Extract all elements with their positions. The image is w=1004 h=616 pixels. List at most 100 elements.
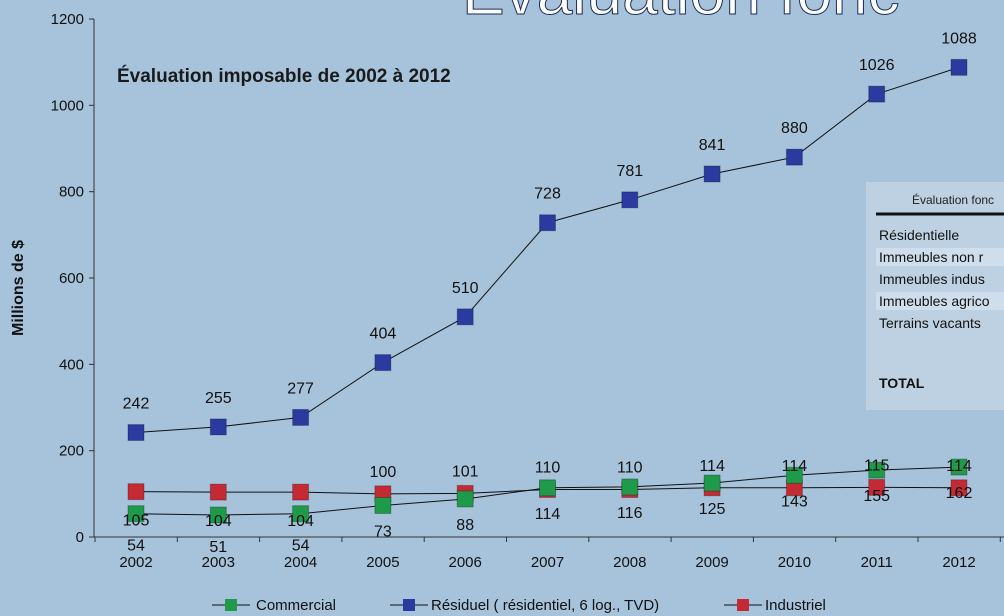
y-ticks: 0 200 400 600 800 1000 1200 <box>51 11 94 546</box>
series-line <box>135 66 960 434</box>
inset-table-row: Immeubles non r <box>879 249 984 265</box>
data-point <box>127 483 145 501</box>
data-label: 143 <box>781 493 808 510</box>
y-tick-label: 1000 <box>51 97 84 114</box>
data-point <box>950 458 968 476</box>
y-tick-label: 0 <box>76 529 84 546</box>
inset-table-row: Immeubles agrico <box>879 293 990 309</box>
x-tick-label: 2010 <box>778 554 811 571</box>
data-point <box>292 408 310 426</box>
x-tick-label: 2002 <box>119 554 152 571</box>
data-label: 104 <box>287 513 314 530</box>
data-point <box>209 483 227 501</box>
legend-marker <box>737 599 749 611</box>
legend-marker <box>403 599 415 611</box>
data-label: 54 <box>292 538 310 555</box>
y-tick-label: 800 <box>59 184 84 201</box>
legend-marker <box>225 599 237 611</box>
x-tick-label: 2011 <box>861 554 893 571</box>
data-label: 105 <box>123 513 150 530</box>
data-point <box>292 483 310 501</box>
data-label: 255 <box>205 390 232 407</box>
data-label: 404 <box>370 326 397 343</box>
inset-table-row: Terrains vacants <box>879 315 981 331</box>
legend-label: Industriel <box>765 597 826 614</box>
x-tick-label: 2009 <box>695 554 728 571</box>
data-point <box>539 214 556 232</box>
data-point <box>127 505 145 523</box>
data-label: 114 <box>946 458 972 475</box>
legend-item-commercial: Commercial <box>212 597 336 614</box>
data-label: 110 <box>617 460 643 477</box>
inset-table-row-band <box>876 292 1004 310</box>
data-point <box>209 506 227 524</box>
data-label: 88 <box>456 517 474 534</box>
data-label: 100 <box>370 464 397 481</box>
y-axis-label: Millions de $ <box>10 240 27 336</box>
y-tick-label: 400 <box>59 356 84 373</box>
data-point <box>950 479 968 497</box>
x-tick-label: 2006 <box>449 554 482 571</box>
data-label: 54 <box>127 538 145 555</box>
data-label: 115 <box>864 457 890 474</box>
data-point <box>950 58 968 76</box>
data-label: 110 <box>535 460 561 477</box>
data-point <box>209 418 227 436</box>
data-point <box>456 490 474 508</box>
inset-table-row: Résidentielle <box>879 227 959 243</box>
inset-table-total: TOTAL <box>879 375 925 391</box>
data-label: 162 <box>946 485 973 502</box>
legend-label: Résiduel ( résidentiel, 6 log., TVD) <box>431 597 659 614</box>
data-label: 841 <box>699 137 726 154</box>
legend-label: Commercial <box>256 597 336 614</box>
data-label: 116 <box>617 505 643 522</box>
y-tick-label: 1200 <box>51 11 84 28</box>
data-label: 101 <box>452 463 479 480</box>
data-point <box>703 474 721 492</box>
data-point <box>292 505 310 523</box>
data-label: 781 <box>616 163 643 180</box>
inset-table: Évaluation fonc Résidentielle Immeubles … <box>866 182 1004 410</box>
data-point <box>703 165 721 183</box>
data-labels-layer: 242 255 277 404 510 728 781 841 880 1026 1088 105 10… <box>123 30 977 556</box>
data-label: 125 <box>699 501 726 518</box>
data-label: 242 <box>123 396 150 413</box>
data-label: 155 <box>863 488 890 505</box>
data-point <box>621 191 639 209</box>
series-layer <box>127 58 968 524</box>
legend-item-industriel: Industriel <box>724 597 826 614</box>
data-point <box>456 308 474 326</box>
x-ticks: 2002 2003 2004 2005 2006 2007 2008 2009 2010 2011… <box>94 537 1001 571</box>
data-label: 510 <box>452 280 479 297</box>
data-label: 1088 <box>941 30 977 47</box>
data-label: 1026 <box>859 57 895 74</box>
data-label: 51 <box>209 539 227 556</box>
data-point <box>621 478 639 496</box>
x-tick-label: 2004 <box>284 554 317 571</box>
legend: Commercial Résiduel ( résidentiel, 6 log… <box>212 597 826 614</box>
x-tick-label: 2007 <box>531 554 564 571</box>
data-label: 880 <box>781 120 808 137</box>
x-tick-label: 2003 <box>202 554 235 571</box>
data-point <box>127 424 145 442</box>
data-point <box>374 496 392 514</box>
y-tick-label: 200 <box>59 443 84 460</box>
data-point <box>868 85 886 103</box>
inset-table-row: Immeubles indus <box>879 271 985 287</box>
data-point <box>374 354 392 372</box>
data-label: 728 <box>534 186 561 203</box>
data-point <box>868 461 886 479</box>
data-label: 114 <box>699 458 725 475</box>
data-label: 277 <box>287 380 314 397</box>
x-tick-label: 2005 <box>366 554 399 571</box>
chart-title: Évaluation imposable de 2002 à 2012 <box>117 65 451 87</box>
data-label: 104 <box>205 513 232 530</box>
data-label: 114 <box>535 506 561 523</box>
data-point <box>785 148 803 166</box>
data-point <box>868 478 886 496</box>
page-big-title: Évaluation fonc <box>462 0 900 28</box>
y-tick-label: 600 <box>59 270 84 287</box>
legend-item-residuel: Résiduel ( résidentiel, 6 log., TVD) <box>390 597 659 614</box>
data-point <box>539 479 556 497</box>
